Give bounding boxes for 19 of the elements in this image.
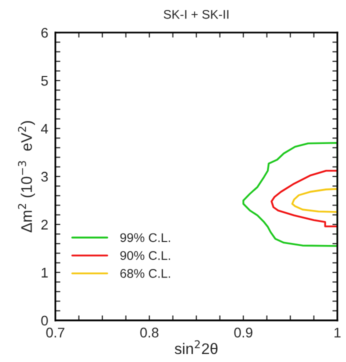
legend-label: 68% C.L. xyxy=(120,269,170,278)
y-tick-label: 2 xyxy=(41,220,48,230)
y-tick-label: 0 xyxy=(41,316,48,326)
y-tick-label: 5 xyxy=(41,76,48,86)
x-tick-label: 0.8 xyxy=(140,328,158,338)
x-tick-label: 0.7 xyxy=(46,328,64,338)
chart-title: SK-I + SK-II xyxy=(164,10,228,19)
y-tick-label: 1 xyxy=(42,268,48,278)
y-tick-label: 6 xyxy=(41,28,48,38)
x-axis-title: sin$^{2}$2θ xyxy=(174,340,218,354)
x-tick-label: 1 xyxy=(334,328,341,338)
legend-label: 99% C.L. xyxy=(120,233,170,242)
line-series xyxy=(291,188,338,213)
y-axis-title: Δm$^{2}$ (10$^{−3}$ eV$^{2}$) xyxy=(18,121,35,232)
x-tick-label: 0.9 xyxy=(234,328,252,338)
legend-label: 90% C.L. xyxy=(120,251,170,260)
y-tick-label: 4 xyxy=(41,124,48,134)
line-series xyxy=(270,170,338,228)
y-tick-label: 3 xyxy=(41,172,48,182)
